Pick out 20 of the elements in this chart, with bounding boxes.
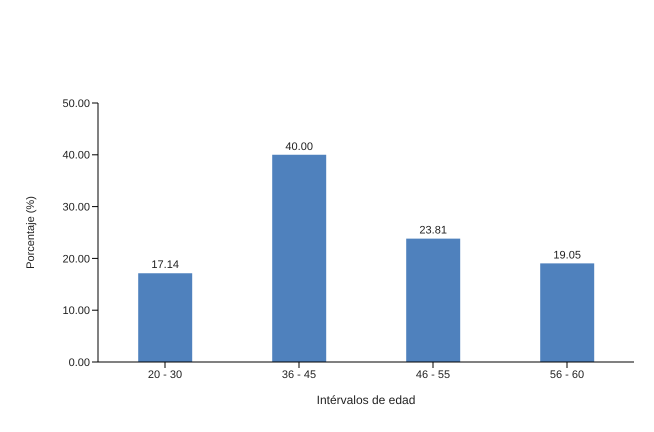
y-tick-label: 10.00 xyxy=(62,305,90,318)
x-tick-label: 56 - 60 xyxy=(550,368,584,381)
x-tick-label: 46 - 55 xyxy=(416,368,450,381)
y-tick-label: 40.00 xyxy=(62,150,90,162)
x-tick-label: 36 - 45 xyxy=(282,368,316,381)
bar xyxy=(540,263,594,362)
y-tick-label: 20.00 xyxy=(62,253,90,266)
bar xyxy=(406,238,460,362)
y-tick-label: 0.00 xyxy=(68,356,90,369)
y-axis-title: Porcentaje (%) xyxy=(24,196,37,269)
y-tick-label: 50.00 xyxy=(62,98,90,110)
x-tick-label: 20 - 30 xyxy=(148,368,182,381)
data-label: 23.81 xyxy=(419,224,447,237)
bar xyxy=(138,273,192,362)
data-label: 19.05 xyxy=(553,249,581,262)
data-label: 17.14 xyxy=(151,259,179,272)
y-tick-label: 30.00 xyxy=(62,202,90,214)
x-axis-title: Intérvalos de edad xyxy=(316,393,416,407)
data-label: 40.00 xyxy=(285,140,313,153)
bar xyxy=(272,154,326,362)
